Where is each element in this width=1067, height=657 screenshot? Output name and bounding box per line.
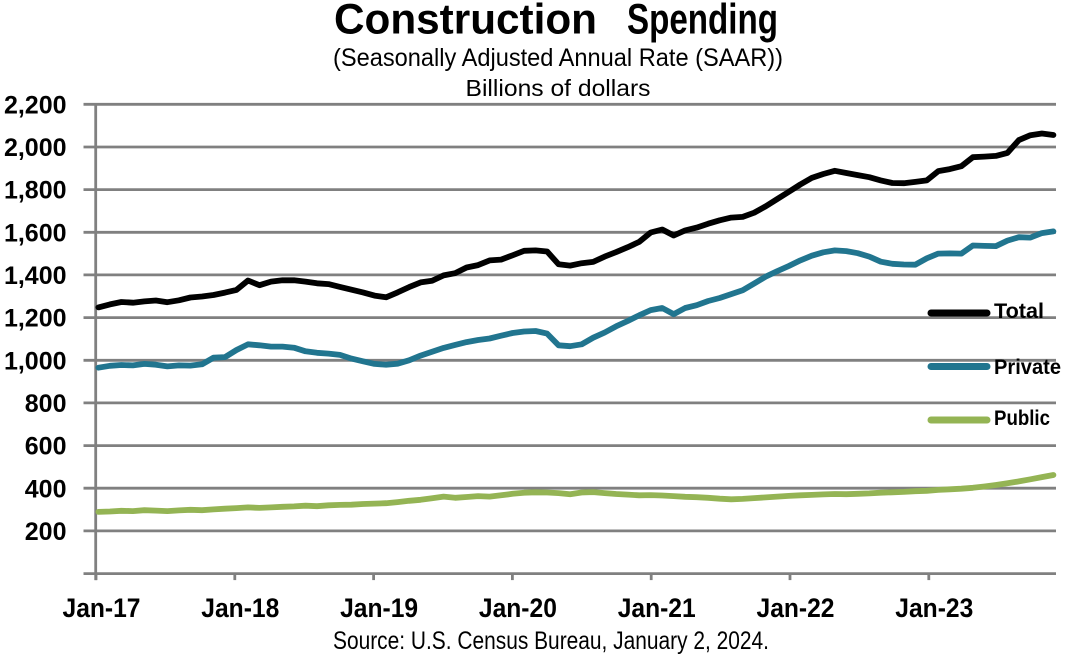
svg-text:Spending: Spending	[627, 0, 778, 44]
svg-text:Construction: Construction	[334, 0, 597, 44]
svg-text:2,200: 2,200	[4, 91, 67, 119]
svg-text:Jan-22: Jan-22	[757, 593, 835, 623]
svg-text:800: 800	[25, 390, 67, 418]
svg-text:Jan-17: Jan-17	[63, 593, 141, 623]
svg-text:Total: Total	[994, 300, 1044, 323]
svg-text:Jan-18: Jan-18	[201, 593, 279, 623]
svg-text:Jan-23: Jan-23	[895, 593, 973, 623]
svg-text:Billions of dollars: Billions of dollars	[466, 75, 651, 101]
svg-text:1,400: 1,400	[4, 262, 67, 290]
svg-text:2,000: 2,000	[4, 134, 67, 162]
svg-text:1,200: 1,200	[4, 305, 67, 333]
svg-text:Jan-20: Jan-20	[479, 593, 557, 623]
svg-text:400: 400	[25, 475, 67, 503]
svg-text:(Seasonally Adjusted Annual Ra: (Seasonally Adjusted Annual Rate (SAAR))	[333, 44, 783, 72]
svg-text:Jan-21: Jan-21	[618, 593, 696, 623]
svg-text:200: 200	[25, 518, 67, 546]
svg-text:Source: U.S. Census Bureau, Ja: Source: U.S. Census Bureau, January 2, 2…	[333, 627, 769, 655]
svg-text:Private: Private	[994, 356, 1061, 379]
svg-text:Jan-19: Jan-19	[340, 593, 418, 623]
svg-text:1,600: 1,600	[4, 219, 67, 247]
svg-text:Public: Public	[994, 407, 1050, 430]
svg-text:1,000: 1,000	[4, 347, 67, 375]
svg-text:600: 600	[25, 433, 67, 461]
svg-text:1,800: 1,800	[4, 177, 67, 205]
